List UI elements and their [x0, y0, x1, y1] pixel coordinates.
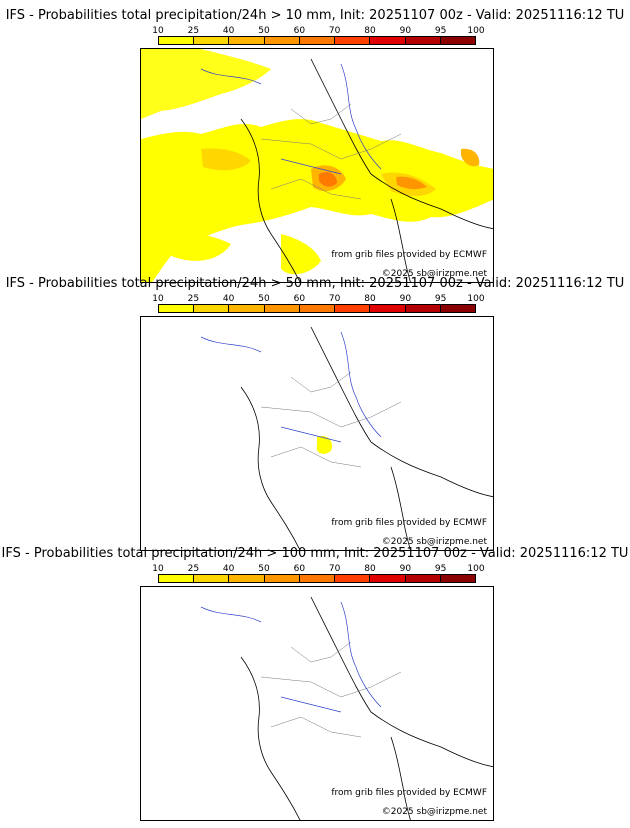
regional-borders — [260, 103, 402, 200]
colorbar-tick-label: 40 — [222, 26, 235, 36]
colorbar-segment — [299, 37, 336, 44]
colorbar-tick-label: 80 — [364, 564, 376, 574]
colorbar-segment — [159, 575, 195, 582]
colorbar-segment — [229, 305, 265, 312]
source-credit: from grib files provided by ECMWF — [331, 788, 487, 798]
copyright-credit: ©2025 sb@irizpme.net — [381, 807, 487, 817]
colorbar-segment — [370, 305, 406, 312]
colorbar-tick-label: 80 — [364, 26, 376, 36]
source-credit: from grib files provided by ECMWF — [331, 250, 487, 260]
colorbar-tick-label: 70 — [328, 294, 341, 304]
colorbar-tick-label: 40 — [222, 564, 235, 574]
regional-borders — [260, 371, 402, 468]
regional-borders — [260, 641, 402, 738]
colorbar-tick-label: 50 — [258, 564, 270, 574]
colorbar-ticks: 10 25 40 50 60 70 80 90 95 100 — [152, 26, 484, 36]
colorbar-tick-label: 90 — [399, 26, 412, 36]
precip-probability-field — [141, 49, 493, 282]
colorbar-tick-label: 10 — [152, 26, 164, 36]
probability-map: from grib files provided by ECMWF ©2025 … — [140, 586, 494, 821]
panel-title: IFS - Probabilities total precipitation/… — [5, 276, 625, 291]
colorbar-segment — [405, 305, 441, 312]
colorbar-segment — [299, 305, 336, 312]
colorbar-tick-label: 25 — [187, 294, 200, 304]
rivers — [200, 63, 382, 175]
colorbar-segment — [159, 305, 195, 312]
panel-title: IFS - Probabilities total precipitation/… — [5, 8, 625, 23]
colorbar-segment — [335, 37, 371, 44]
country-borders — [240, 596, 493, 820]
colorbar-tick-label: 100 — [467, 26, 485, 36]
colorbar-tick-label: 100 — [467, 564, 485, 574]
colorbar-tick-label: 90 — [399, 294, 412, 304]
colorbar-tick-label: 60 — [293, 26, 306, 36]
colorbar-tick-label: 25 — [187, 26, 200, 36]
colorbar-segment — [194, 575, 230, 582]
colorbar-segment — [335, 575, 371, 582]
colorbar-segment — [264, 305, 300, 312]
colorbar-segment — [264, 575, 300, 582]
colorbar-tick-label: 80 — [364, 294, 376, 304]
colorbar-tick-label: 95 — [434, 564, 447, 574]
map-panel-10mm: IFS - Probabilities total precipitation/… — [0, 8, 630, 283]
colorbar-tick-label: 60 — [293, 564, 306, 574]
colorbar-tick-label: 50 — [258, 294, 270, 304]
colorbar-segment — [440, 305, 475, 312]
colorbar-ticks: 10 25 40 50 60 70 80 90 95 100 — [152, 294, 484, 304]
probability-map: from grib files provided by ECMWF ©2025 … — [140, 316, 494, 551]
colorbar-tick-label: 70 — [328, 26, 341, 36]
colorbar-tick-label: 95 — [434, 294, 447, 304]
colorbar-tick-label: 90 — [399, 564, 412, 574]
colorbar-tick-label: 95 — [434, 26, 447, 36]
colorbar-segment — [370, 575, 406, 582]
map-panel-100mm: IFS - Probabilities total precipitation/… — [0, 546, 630, 821]
colorbar-tick-label: 70 — [328, 564, 341, 574]
colorbar-segment — [370, 37, 406, 44]
colorbar-segment — [194, 305, 230, 312]
colorbar-segment — [299, 575, 336, 582]
colorbar-ticks: 10 25 40 50 60 70 80 90 95 100 — [152, 564, 484, 574]
probability-map: from grib files provided by ECMWF ©2025 … — [140, 48, 494, 283]
colorbar-tick-label: 10 — [152, 564, 164, 574]
colorbar-segment — [335, 305, 371, 312]
colorbar-segment — [440, 575, 475, 582]
colorbar-tick-label: 100 — [467, 294, 485, 304]
copyright-credit: ©2025 sb@irizpme.net — [381, 269, 487, 279]
colorbar-tick-label: 25 — [187, 564, 200, 574]
map-panel-50mm: IFS - Probabilities total precipitation/… — [0, 276, 630, 551]
colorbar-segment — [264, 37, 300, 44]
colorbar-segment — [405, 575, 441, 582]
colorbar-segment — [229, 37, 265, 44]
colorbar-tick-label: 60 — [293, 294, 306, 304]
colorbar-segment — [194, 37, 230, 44]
rivers — [200, 601, 382, 713]
colorbar-tick-label: 10 — [152, 294, 164, 304]
source-credit: from grib files provided by ECMWF — [331, 518, 487, 528]
colorbar-segment — [229, 575, 265, 582]
country-borders — [240, 326, 493, 550]
colorbar — [158, 304, 476, 313]
panel-title: IFS - Probabilities total precipitation/… — [1, 546, 629, 561]
colorbar — [158, 36, 476, 45]
colorbar-segment — [159, 37, 195, 44]
rivers — [200, 331, 382, 443]
precip-probability-field — [316, 435, 333, 454]
country-borders — [240, 58, 493, 282]
colorbar-tick-label: 40 — [222, 294, 235, 304]
colorbar-segment — [405, 37, 441, 44]
colorbar-segment — [440, 37, 475, 44]
colorbar — [158, 574, 476, 583]
colorbar-tick-label: 50 — [258, 26, 270, 36]
copyright-credit: ©2025 sb@irizpme.net — [381, 537, 487, 547]
